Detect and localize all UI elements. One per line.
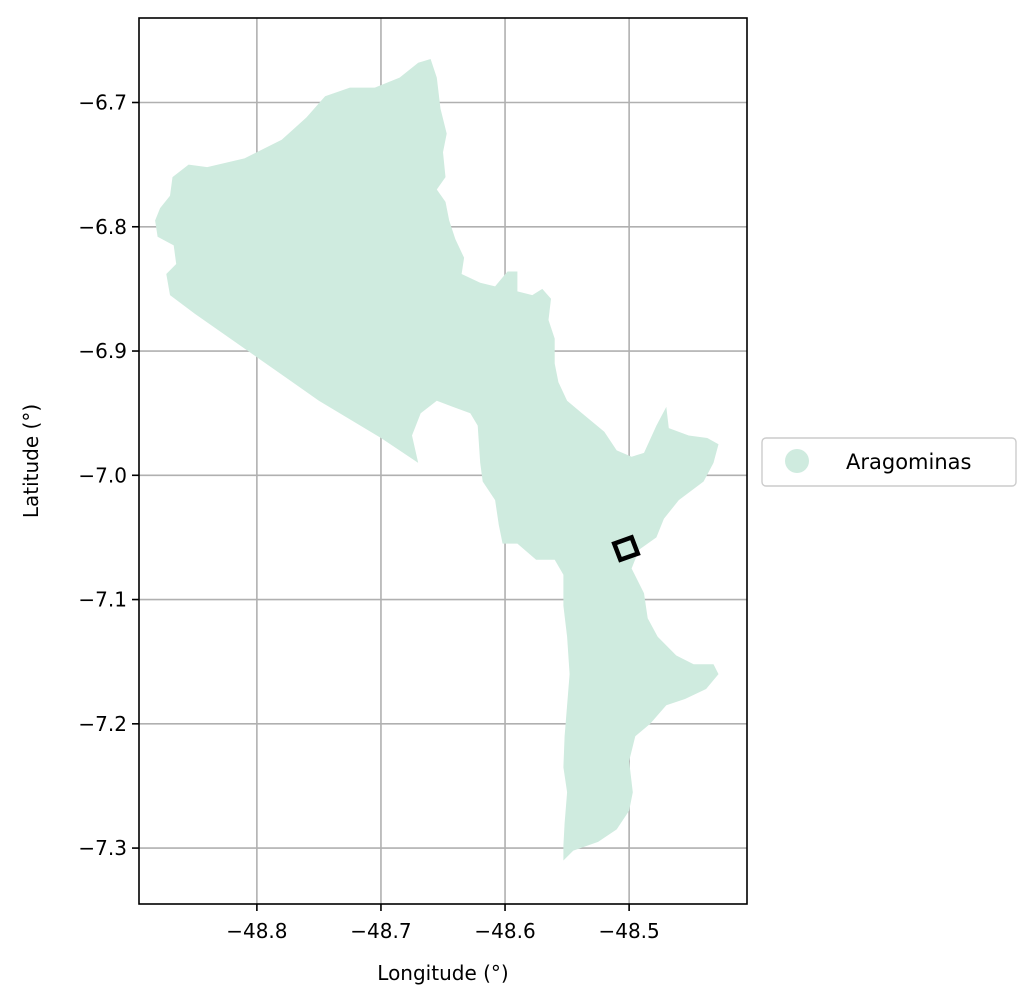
marked-area-outline: [611, 534, 641, 563]
legend-label-aragominas: Aragominas: [846, 450, 971, 474]
y-tick-label-1: −6.8: [78, 215, 127, 239]
x-tick-label-1: −48.7: [350, 919, 411, 943]
region-polygon-aragominas: [155, 59, 719, 861]
y-tick-label-2: −6.9: [78, 339, 127, 363]
legend: Aragominas: [761, 437, 1017, 487]
x-tick-label-2: −48.6: [474, 919, 535, 943]
y-tick-label-4: −7.1: [78, 588, 127, 612]
y-tick-label-5: −7.2: [78, 712, 127, 736]
y-tick-label-3: −7.0: [78, 463, 127, 487]
legend-marker-aragominas: [785, 449, 809, 473]
x-tick-label-3: −48.5: [598, 919, 659, 943]
x-tick-label-0: −48.8: [226, 919, 287, 943]
y-tick-label-0: −6.7: [78, 90, 127, 114]
y-tick-label-6: −7.3: [78, 836, 127, 860]
x-axis-label: Longitude (°): [377, 961, 508, 985]
x-axis-ticks: −48.8 −48.7 −48.6 −48.5: [226, 904, 660, 943]
y-axis-label: Latitude (°): [19, 404, 43, 518]
legend-box: [761, 437, 1017, 487]
axes-frame: [138, 17, 748, 905]
y-axis-ticks: −6.7 −6.8 −6.9 −7.0 −7.1 −7.2 −7.3: [78, 90, 139, 860]
